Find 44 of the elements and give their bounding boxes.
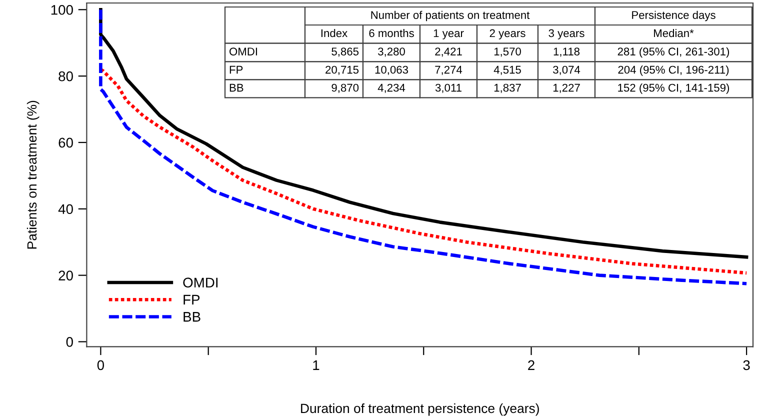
annotation: FP [230,66,243,74]
annotation: 1,570 [494,48,521,57]
annotation: 152 (95% CI, 141-159) [618,84,730,94]
x-tick-label: 2 [528,360,534,370]
y-tick-label: 80 [58,71,73,82]
legend-label: FP [184,294,200,304]
y-tick-label: 20 [58,270,73,280]
x-tick-label: 3 [743,360,750,370]
y-axis-title: Patients on treatment (%) [26,100,40,249]
y-tick-label: 60 [58,138,73,148]
annotation: 2 years [490,29,526,40]
annotation: 3,011 [435,84,462,93]
annotation: BB [230,84,244,92]
annotation: 7,274 [435,66,462,75]
legend-label: OMDI [183,278,218,288]
annotation: 204 (95% CI, 196-211) [618,66,729,76]
annotation: 3 years [548,29,584,40]
y-tick-label: 0 [66,337,73,347]
annotation: 9,870 [332,84,359,93]
annotation: 5,865 [332,48,359,57]
annotation: OMDI [230,48,257,56]
x-axis-title: Duration of treatment persistence (years) [301,403,539,416]
annotation: Median* [654,28,694,38]
annotation: 6 months [369,28,414,38]
annotation: 2,421 [435,48,462,57]
annotation: 1,118 [554,48,580,57]
annotation: 4,515 [494,66,521,75]
annotation: 1 year [434,29,464,40]
annotation: Number of patients on treatment [371,10,530,22]
y-tick-label: 40 [58,204,73,214]
annotation: 10,063 [375,66,408,75]
annotation: Index [321,28,348,38]
y-tick-label: 100 [51,4,73,15]
annotation: 281 (95% CI, 261-301) [618,47,730,58]
annotation: 1,227 [553,84,580,93]
legend-label: BB [184,312,200,322]
annotation: 4,234 [378,84,406,93]
annotation: 1,837 [494,84,521,93]
annotation: 20,715 [326,66,359,75]
annotation: 3,280 [378,48,405,57]
annotation: 3,074 [553,66,580,75]
annotation: Persistence days [632,10,716,22]
x-tick-label: 0 [97,360,104,370]
x-tick-label: 1 [313,360,320,370]
